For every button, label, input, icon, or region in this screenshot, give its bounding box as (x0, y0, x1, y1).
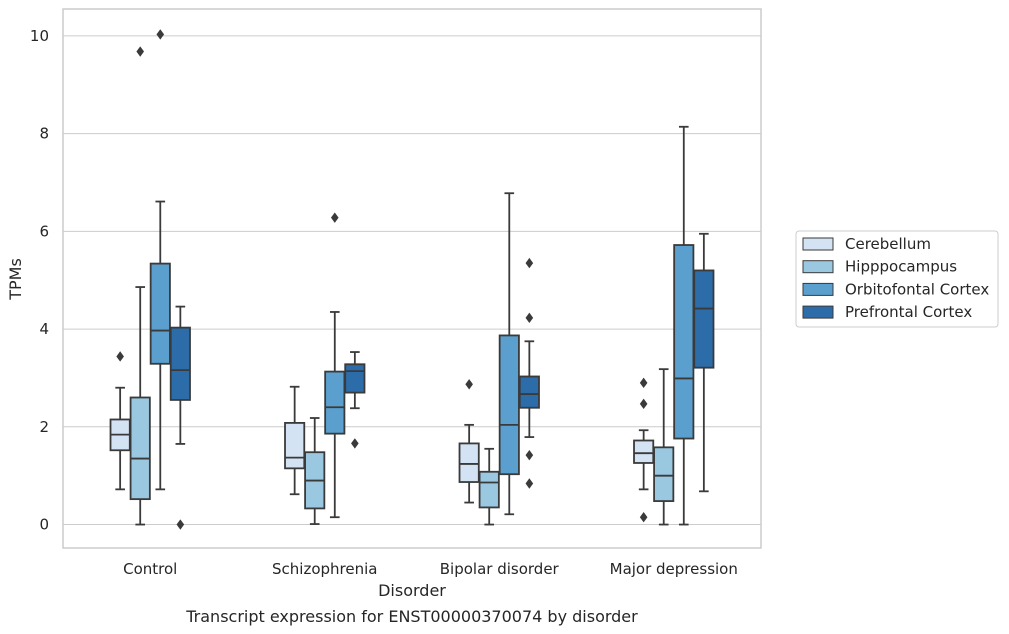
legend-swatch (802, 305, 834, 319)
box-group (633, 377, 655, 523)
outlier-point (465, 379, 473, 390)
box-iqr (458, 442, 480, 483)
box-iqr (344, 363, 366, 394)
outlier-point (525, 257, 534, 269)
legend-label: Cerebellum (845, 235, 931, 253)
box-iqr (653, 446, 675, 502)
box-group (518, 257, 540, 489)
x-tick-label: Bipolar disorder (440, 560, 560, 578)
box-group (498, 192, 520, 516)
box-group (344, 351, 366, 449)
data-layer (109, 29, 715, 530)
box-iqr (129, 396, 151, 501)
legend-label: Prefrontal Cortex (845, 303, 972, 321)
x-tick-label: Schizophrenia (272, 560, 377, 578)
outlier-point (525, 312, 534, 324)
box-iqr (149, 262, 171, 365)
outlier-point (351, 438, 359, 449)
box-group (458, 379, 480, 504)
outlier-point (639, 377, 648, 389)
y-tick-label: 4 (39, 320, 49, 338)
x-tick-label: Major depression (610, 560, 738, 578)
y-tick-labels: 0 2 4 6 8 10 (30, 27, 49, 534)
y-axis-title: TPMs (6, 258, 25, 301)
outlier-point (136, 46, 145, 57)
box-group (653, 368, 675, 526)
plot-frame (62, 8, 762, 549)
x-axis-title: Disorder (378, 581, 446, 600)
legend-swatch (802, 237, 834, 251)
box-iqr (324, 370, 346, 435)
box-group (478, 447, 500, 526)
box-group (324, 212, 346, 519)
outlier-point (639, 512, 648, 523)
legend-label: Orbitofontal Cortex (845, 280, 989, 298)
box-group (109, 351, 131, 491)
box-iqr (169, 326, 191, 401)
outlier-point (525, 449, 534, 461)
box-group (129, 46, 151, 526)
outlier-point (176, 519, 185, 530)
outlier-point (330, 212, 339, 223)
y-tick-label: 0 (39, 516, 49, 534)
y-tick-label: 8 (39, 125, 49, 143)
legend-label: Hipppocampus (845, 258, 957, 276)
box-group (673, 125, 695, 526)
x-tick-labels: Control Schizophrenia Bipolar disorder Majo… (123, 560, 738, 578)
box-group (304, 417, 326, 525)
box-iqr (284, 422, 306, 470)
legend-swatch (802, 282, 834, 296)
x-tick-label: Control (123, 560, 177, 578)
box-group (693, 232, 715, 493)
box-iqr (673, 244, 695, 440)
outlier-point (116, 351, 124, 362)
box-group (169, 305, 191, 530)
legend: Cerebellum Hipppocampus Orbitofontal Corte… (795, 230, 999, 328)
outlier-point (525, 478, 534, 489)
y-tick-label: 2 (39, 418, 49, 436)
box-iqr (693, 269, 715, 369)
legend-frame (795, 230, 999, 328)
box-iqr (478, 470, 500, 509)
box-iqr (518, 375, 540, 409)
outlier-point (156, 29, 165, 40)
y-tick-label: 6 (39, 222, 49, 240)
y-tick-label: 10 (30, 27, 49, 45)
legend-swatch (802, 260, 834, 274)
box-iqr (498, 334, 520, 476)
box-iqr (633, 439, 655, 464)
box-group (149, 29, 171, 491)
chart-caption: Transcript expression for ENST0000037007… (185, 607, 638, 626)
box-group (284, 385, 306, 496)
outlier-point (639, 398, 648, 410)
legend-items: Cerebellum Hipppocampus Orbitofontal Corte… (802, 235, 989, 321)
